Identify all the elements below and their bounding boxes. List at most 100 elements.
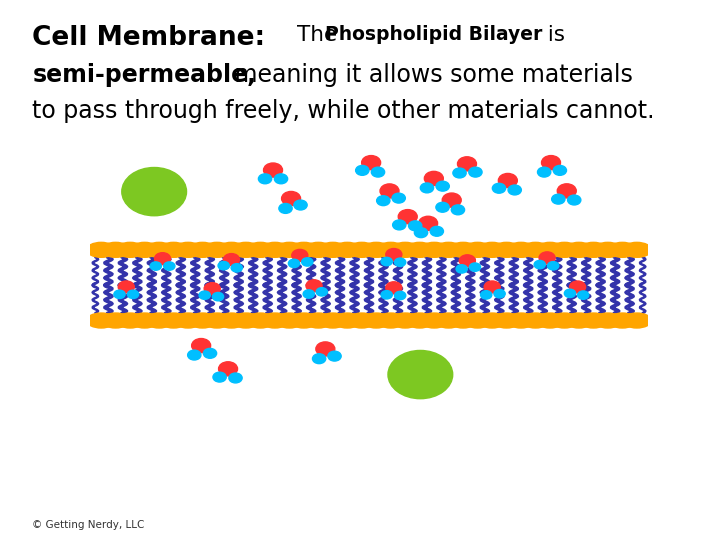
Ellipse shape (174, 313, 202, 328)
Circle shape (223, 254, 240, 266)
Ellipse shape (463, 242, 492, 258)
Circle shape (457, 157, 477, 171)
Circle shape (163, 262, 175, 270)
Ellipse shape (145, 313, 174, 328)
Ellipse shape (420, 242, 449, 258)
Circle shape (534, 260, 545, 269)
Circle shape (388, 350, 453, 399)
Circle shape (114, 290, 125, 299)
Ellipse shape (420, 313, 449, 328)
Ellipse shape (521, 313, 550, 328)
Circle shape (188, 350, 201, 360)
Ellipse shape (174, 242, 202, 258)
Ellipse shape (564, 313, 593, 328)
Ellipse shape (289, 313, 318, 328)
Ellipse shape (521, 242, 550, 258)
Circle shape (494, 289, 505, 298)
Ellipse shape (202, 242, 232, 258)
Ellipse shape (202, 313, 232, 328)
Circle shape (282, 192, 300, 206)
Circle shape (386, 282, 402, 294)
Ellipse shape (318, 242, 347, 258)
Ellipse shape (145, 242, 174, 258)
Text: meaning it allows some materials: meaning it allows some materials (227, 63, 633, 87)
Circle shape (395, 291, 406, 300)
Ellipse shape (289, 242, 318, 258)
Ellipse shape (622, 313, 652, 328)
Circle shape (451, 205, 464, 215)
Ellipse shape (261, 242, 289, 258)
Ellipse shape (116, 313, 145, 328)
Ellipse shape (246, 242, 275, 258)
Circle shape (302, 258, 313, 266)
Text: The: The (297, 25, 344, 45)
Circle shape (264, 163, 282, 177)
Ellipse shape (333, 242, 361, 258)
Ellipse shape (217, 313, 246, 328)
Ellipse shape (130, 313, 159, 328)
Circle shape (377, 195, 390, 206)
Ellipse shape (550, 313, 579, 328)
Circle shape (316, 342, 335, 356)
Circle shape (430, 226, 444, 236)
Circle shape (328, 351, 341, 361)
Ellipse shape (361, 313, 391, 328)
Circle shape (570, 281, 585, 293)
Ellipse shape (506, 313, 536, 328)
Circle shape (567, 195, 581, 205)
Circle shape (218, 261, 229, 270)
Ellipse shape (304, 242, 333, 258)
Circle shape (192, 339, 211, 353)
Ellipse shape (347, 313, 377, 328)
Circle shape (279, 204, 292, 213)
Circle shape (424, 171, 444, 186)
Circle shape (577, 291, 589, 299)
Circle shape (539, 252, 555, 264)
Ellipse shape (159, 313, 188, 328)
Circle shape (492, 183, 505, 193)
Ellipse shape (391, 242, 420, 258)
Circle shape (303, 290, 315, 298)
Ellipse shape (463, 313, 492, 328)
Ellipse shape (405, 242, 434, 258)
Ellipse shape (434, 313, 463, 328)
Circle shape (274, 174, 288, 184)
Circle shape (395, 258, 406, 266)
Circle shape (415, 228, 428, 238)
Circle shape (552, 194, 565, 204)
Ellipse shape (304, 313, 333, 328)
Circle shape (392, 193, 405, 203)
Ellipse shape (579, 242, 608, 258)
Ellipse shape (246, 313, 275, 328)
Ellipse shape (608, 242, 637, 258)
Circle shape (408, 221, 422, 231)
Ellipse shape (593, 242, 622, 258)
Circle shape (361, 156, 381, 170)
Circle shape (212, 293, 224, 301)
Ellipse shape (449, 242, 477, 258)
Ellipse shape (86, 313, 116, 328)
Circle shape (199, 291, 210, 299)
Ellipse shape (492, 242, 521, 258)
Circle shape (356, 165, 369, 176)
Circle shape (508, 185, 521, 195)
Ellipse shape (391, 313, 420, 328)
Circle shape (392, 220, 406, 230)
Circle shape (541, 156, 560, 170)
Circle shape (204, 282, 220, 295)
Ellipse shape (506, 242, 536, 258)
Ellipse shape (593, 313, 622, 328)
Circle shape (316, 288, 328, 296)
Circle shape (436, 202, 449, 212)
Circle shape (122, 167, 186, 216)
Circle shape (538, 167, 551, 177)
Circle shape (213, 372, 226, 382)
Circle shape (294, 200, 307, 210)
Circle shape (292, 249, 308, 261)
Ellipse shape (377, 313, 405, 328)
Ellipse shape (377, 242, 405, 258)
Ellipse shape (622, 242, 652, 258)
Text: semi-permeable,: semi-permeable, (32, 63, 256, 87)
Circle shape (547, 261, 559, 270)
Circle shape (420, 183, 433, 193)
